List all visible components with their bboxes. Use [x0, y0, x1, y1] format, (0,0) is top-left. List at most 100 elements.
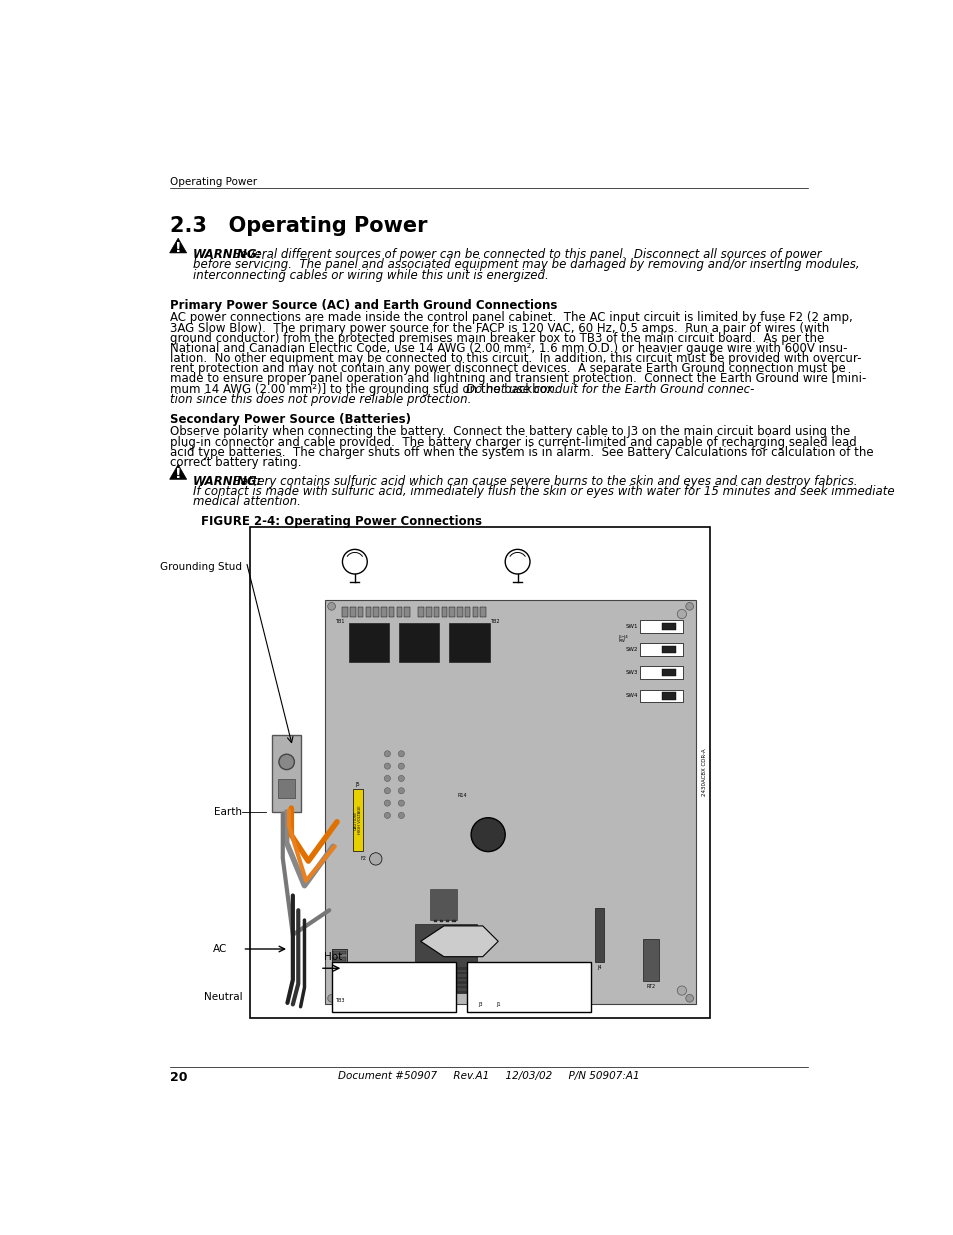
Circle shape	[384, 813, 390, 819]
Circle shape	[677, 609, 686, 619]
Text: ground conductor) from the protected premises main breaker box to TB3 of the mai: ground conductor) from the protected pre…	[170, 332, 823, 345]
Bar	[415, 972, 476, 974]
Polygon shape	[170, 238, 187, 253]
Bar	[398, 624, 439, 662]
Bar	[642, 939, 658, 982]
Circle shape	[384, 763, 390, 769]
Bar	[272, 735, 301, 811]
Bar	[357, 608, 363, 618]
Text: SW2: SW2	[624, 647, 637, 652]
Bar	[441, 608, 447, 618]
Bar	[404, 608, 410, 618]
Bar	[472, 608, 477, 618]
Text: Neutral: Neutral	[204, 992, 242, 1002]
Circle shape	[384, 788, 390, 794]
Bar	[464, 608, 470, 618]
Text: SW3: SW3	[624, 671, 637, 676]
Text: J3: J3	[477, 1002, 482, 1007]
Circle shape	[685, 603, 693, 610]
Text: Battery contains sulfuric acid which can cause severe burns to the skin and eyes: Battery contains sulfuric acid which can…	[229, 474, 856, 488]
Text: F2: F2	[360, 856, 366, 861]
Text: lation.  No other equipment may be connected to this circuit.  In addition, this: lation. No other equipment may be connec…	[170, 352, 861, 366]
Text: rent protection and may not contain any power disconnect devices.  A separate Ea: rent protection and may not contain any …	[170, 362, 844, 375]
Bar	[661, 622, 675, 630]
Text: 2.3   Operating Power: 2.3 Operating Power	[170, 216, 427, 236]
Text: AC power connections are made inside the control panel cabinet.  The AC input ci: AC power connections are made inside the…	[170, 311, 851, 325]
Text: Grounding Stud: Grounding Stud	[160, 562, 242, 572]
Bar	[595, 908, 604, 962]
Text: !: !	[174, 467, 181, 482]
Bar	[661, 692, 675, 699]
Text: If contact is made with sulfuric acid, immediately flush the skin or eyes with w: If contact is made with sulfuric acid, i…	[193, 485, 894, 498]
Text: correct battery rating.: correct battery rating.	[170, 456, 301, 469]
Bar	[434, 920, 436, 923]
Text: 3AG Slow Blow).  The primary power source for the FACP is 120 VAC, 60 Hz, 0.5 am: 3AG Slow Blow). The primary power source…	[170, 321, 828, 335]
Bar	[333, 982, 345, 986]
Text: Primary Power Source (AC) and Earth Ground Connections: Primary Power Source (AC) and Earth Grou…	[170, 299, 557, 312]
Text: Secondary Power Source (Batteries): Secondary Power Source (Batteries)	[170, 412, 410, 426]
Bar	[333, 988, 345, 992]
Bar	[381, 608, 386, 618]
Polygon shape	[420, 926, 497, 957]
Bar	[342, 608, 348, 618]
Circle shape	[342, 550, 367, 574]
Bar	[325, 600, 695, 1004]
Text: Earth: Earth	[214, 806, 242, 818]
Bar	[415, 990, 476, 993]
Text: made to ensure proper panel operation and lightning and transient protection.  C: made to ensure proper panel operation an…	[170, 373, 865, 385]
Bar	[415, 986, 476, 988]
Text: J4: J4	[597, 966, 601, 971]
Bar	[480, 608, 485, 618]
Bar	[439, 920, 443, 923]
Circle shape	[397, 751, 404, 757]
Bar	[396, 608, 402, 618]
Circle shape	[397, 800, 404, 806]
Bar	[446, 920, 449, 923]
Bar	[348, 624, 389, 662]
Text: !: !	[174, 241, 181, 254]
Bar	[472, 992, 488, 1000]
Text: plug-in connector and cable provided.  The battery charger is current-limited an: plug-in connector and cable provided. Th…	[170, 436, 856, 448]
Text: Observe polarity when connecting the battery.  Connect the battery cable to J3 o: Observe polarity when connecting the bat…	[170, 425, 849, 438]
Text: National and Canadian Electric Code, use 14 AWG (2.00 mm², 1.6 mm O.D.) or heavi: National and Canadian Electric Code, use…	[170, 342, 846, 354]
Circle shape	[505, 550, 530, 574]
Bar	[415, 982, 476, 983]
Text: SW1: SW1	[624, 624, 637, 629]
Text: mum 14 AWG (2.00 mm²)] to the grounding stud on the backbox.: mum 14 AWG (2.00 mm²)] to the grounding …	[170, 383, 563, 395]
Circle shape	[369, 852, 381, 864]
Text: Do not use conduit for the Earth Ground connec-: Do not use conduit for the Earth Ground …	[466, 383, 754, 395]
Polygon shape	[170, 464, 187, 479]
Bar	[456, 608, 462, 618]
Bar	[333, 963, 345, 967]
Bar	[639, 689, 682, 701]
Text: Several different sources of power can be connected to this panel.  Disconnect a: Several different sources of power can b…	[229, 248, 821, 262]
Bar	[415, 967, 476, 969]
Bar	[639, 667, 682, 679]
Text: CAUTION!
HIGH VOLTAGE: CAUTION! HIGH VOLTAGE	[354, 805, 362, 835]
Bar	[333, 969, 345, 973]
Text: J5: J5	[355, 782, 360, 787]
Bar	[389, 608, 394, 618]
Text: Document #50907     Rev.A1     12/03/02     P/N 50907:A1: Document #50907 Rev.A1 12/03/02 P/N 5090…	[337, 1071, 639, 1081]
Text: TB1: TB1	[335, 619, 344, 624]
Bar	[639, 620, 682, 632]
Circle shape	[278, 755, 294, 769]
Text: 2430ACBX CDR-A: 2430ACBX CDR-A	[701, 748, 706, 797]
Circle shape	[397, 813, 404, 819]
Circle shape	[328, 603, 335, 610]
Text: interconnecting cables or wiring while this unit is energized.: interconnecting cables or wiring while t…	[193, 269, 548, 282]
Text: Operating Power: Operating Power	[170, 178, 256, 188]
Text: FIGURE 2-4: Operating Power Connections: FIGURE 2-4: Operating Power Connections	[200, 515, 481, 527]
Text: AC: AC	[213, 944, 227, 953]
Text: 20: 20	[170, 1071, 187, 1083]
Bar	[661, 668, 675, 677]
Bar	[639, 643, 682, 656]
Bar	[373, 608, 378, 618]
Bar	[449, 608, 455, 618]
Text: J5•J4
RW: J5•J4 RW	[618, 635, 627, 643]
Bar	[452, 920, 456, 923]
Bar	[350, 608, 355, 618]
Bar	[492, 992, 505, 1000]
Text: acid type batteries.  The charger shuts off when the system is in alarm.  See Ba: acid type batteries. The charger shuts o…	[170, 446, 872, 458]
Circle shape	[397, 776, 404, 782]
